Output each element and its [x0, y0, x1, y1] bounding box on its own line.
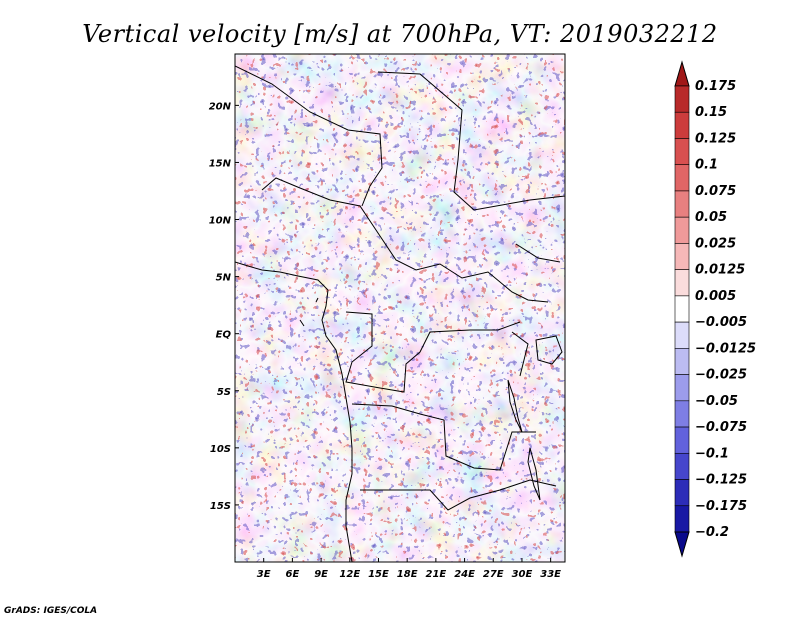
colorbar-label: 0.0125 [695, 263, 745, 278]
x-tick-label: 15E [368, 569, 389, 580]
east-boundary [511, 243, 561, 377]
colorbar-segment [674, 216, 690, 244]
colorbar-segment [674, 190, 690, 218]
x-tick-label: 21E [425, 569, 446, 580]
boundary-central-2 [345, 311, 521, 393]
colorbar-label: −0.025 [695, 368, 747, 383]
boundary-north-1 [235, 65, 383, 207]
colorbar-segment [674, 243, 690, 270]
colorbar-segment [674, 479, 690, 507]
y-tick-label: 15S [210, 501, 231, 512]
x-tick-label: 27E [483, 569, 504, 580]
country-boundaries [235, 65, 565, 562]
field-speckle-red [235, 54, 565, 562]
y-axis: 20N 15N 10N 5N EQ 5S 10S 15S [209, 101, 239, 512]
plot-area: 3E 6E 9E 12E 15E 18E 21E 24E 27E 30E 33E 20N 15N 10N… [209, 53, 566, 580]
y-tick-label: 20N [209, 101, 232, 112]
colorbar-label: 0.075 [695, 184, 736, 199]
boundary-south-1 [351, 403, 536, 471]
lake-victoria [535, 335, 563, 365]
colorbar-top-arrow [674, 60, 690, 87]
colorbar-segment [674, 400, 690, 428]
boundary-south-2 [360, 479, 557, 511]
colorbar-label: −0.175 [695, 499, 747, 514]
colorbar-label: −0.05 [695, 394, 738, 409]
lake-malawi [527, 447, 541, 501]
credit-label: GrADS: IGES/COLA [4, 606, 97, 616]
y-tick-label: 5S [217, 387, 231, 398]
colorbar-segment [674, 348, 690, 375]
colorbar-label: 0.125 [695, 131, 736, 146]
x-tick-label: 12E [339, 569, 360, 580]
x-tick-label: 9E [314, 569, 328, 580]
y-tick-label: 10S [210, 444, 231, 455]
colorbar-bottom-arrow [674, 531, 690, 558]
colorbar-segment [674, 321, 690, 349]
plot-frame [234, 53, 566, 563]
colorbar-label: 0.025 [695, 236, 736, 251]
x-tick-label: 33E [540, 569, 561, 580]
y-tick-label: 10N [209, 216, 232, 227]
colorbar: 0.175 0.15 0.125 0.1 0.075 0.05 0.025 0.0125 0.0… [674, 60, 756, 558]
colorbar-label: −0.075 [695, 420, 747, 435]
x-tick-label: 3E [257, 569, 271, 580]
colorbar-label: −0.1 [695, 446, 729, 461]
colorbar-segment [674, 269, 690, 297]
chart-title: Vertical velocity [m/s] at 700hPa, VT: 2… [82, 20, 717, 48]
colorbar-label: 0.175 [695, 79, 736, 94]
colorbar-label: −0.005 [695, 315, 747, 330]
x-tick-label: 30E [512, 569, 533, 580]
colorbar-segment [674, 295, 690, 323]
colorbar-label: 0.15 [695, 105, 727, 120]
y-tick-label: EQ [216, 330, 232, 341]
colorbar-segment [674, 374, 690, 402]
boundary-central-1 [261, 177, 549, 303]
colorbar-label: 0.05 [695, 210, 727, 225]
x-axis: 3E 6E 9E 12E 15E 18E 21E 24E 27E 30E 33E [257, 558, 561, 580]
lake-tanganyika [507, 379, 523, 433]
x-tick-label: 24E [454, 569, 475, 580]
colorbar-segment [674, 426, 690, 454]
colorbar-label: 0.1 [695, 158, 718, 173]
colorbar-label: −0.125 [695, 473, 747, 488]
colorbar-label: 0.005 [695, 289, 736, 304]
colorbar-segment [674, 138, 690, 166]
colorbar-segment [674, 505, 690, 533]
boundary-north-2 [377, 71, 565, 211]
colorbar-segment [674, 452, 690, 480]
colorbar-label: −0.2 [695, 525, 729, 540]
colorbar-segment [674, 164, 690, 192]
colorbar-segment [674, 85, 690, 113]
colorbar-label: −0.0125 [695, 341, 756, 356]
y-tick-label: 5N [216, 273, 232, 284]
colorbar-segment [674, 111, 690, 139]
x-tick-label: 6E [285, 569, 299, 580]
x-tick-label: 18E [397, 569, 418, 580]
coastline-west-africa [235, 261, 353, 562]
boundary-equator-islands [299, 297, 319, 327]
y-tick-label: 15N [209, 158, 232, 169]
